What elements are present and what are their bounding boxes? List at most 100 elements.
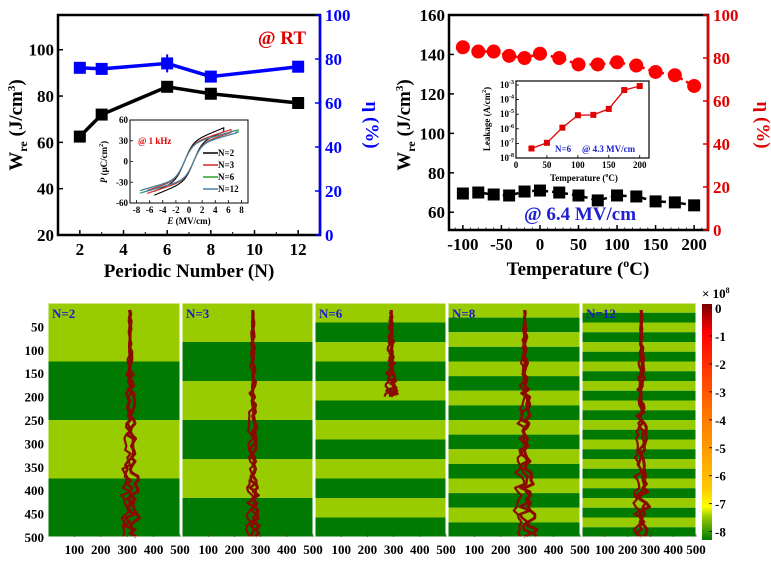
- inset-annotation-n: N=6: [555, 144, 572, 154]
- panel-label: N=8: [452, 306, 476, 321]
- hysteresis-loop-N=12: [141, 129, 237, 194]
- panel-frame: [181, 302, 314, 538]
- layer-light: [582, 342, 696, 352]
- layer-dark: [448, 522, 580, 537]
- data-point-η: [571, 57, 586, 72]
- inset-x-tick-label: 200: [633, 160, 647, 170]
- x-tick-label: 400: [663, 542, 683, 557]
- layer-dark: [582, 507, 696, 518]
- y-tick-label: 120: [420, 85, 446, 104]
- layer-light: [315, 381, 446, 401]
- breakdown-panel-N=8: 100 200 300 400 500 N=8: [447, 302, 590, 557]
- y-tick-label: 200: [25, 390, 45, 405]
- inset-x-tick-label: -6: [146, 205, 154, 215]
- inset-x-title: Temperature (oC): [550, 173, 618, 183]
- y2-tick-label: 0: [325, 226, 334, 245]
- y2-tick-label: 100: [325, 6, 351, 25]
- inset-y-tick-label: 10-5: [500, 109, 514, 119]
- x-tick-label: 0: [536, 235, 545, 254]
- layer-light: [448, 478, 580, 494]
- y-tick-label: 500: [25, 530, 45, 545]
- y-tick-label: 450: [25, 507, 45, 522]
- inset-y-tick-label: 10-8: [500, 153, 514, 163]
- x-tick-label: 150: [643, 235, 669, 254]
- data-point-η: [629, 58, 644, 73]
- layer-dark: [448, 405, 580, 420]
- data-point-η: [73, 61, 86, 74]
- chart-temperature: -100 -50 0 50 100 150 200 60 80 100 120 140 160 0 20 40…: [394, 6, 771, 280]
- y-tick-label: 400: [25, 483, 45, 498]
- colorbar: 0 -1 -2 -3 -4 -5 -6 -7 -8: [702, 301, 726, 540]
- data-point-η: [486, 44, 501, 59]
- x-axis-title: Periodic Number (N): [104, 261, 275, 282]
- y2-tick-label: 80: [713, 49, 730, 68]
- layer-light: [582, 322, 696, 333]
- y2-axis-title: η (%): [361, 101, 382, 148]
- data-point-Wre: [611, 189, 624, 202]
- inset-frame: [515, 80, 650, 159]
- leakage-point: [574, 112, 581, 119]
- inset-y-tick-label: -60: [116, 198, 128, 208]
- colorbar-tick-label: -5: [715, 441, 726, 456]
- inset-y-title: Leakage (A/cm2): [482, 87, 492, 151]
- x-tick-label: 400: [544, 542, 564, 557]
- panel-label: N=12: [586, 306, 616, 321]
- colorbar-tick-label: -7: [715, 497, 726, 512]
- x-tick-label: 8: [207, 240, 216, 259]
- inset-y-tick-label: 10-6: [500, 124, 514, 134]
- data-point-η: [648, 64, 663, 79]
- x-tick-label: 100: [65, 542, 85, 557]
- layer-dark: [582, 449, 696, 459]
- leakage-point: [543, 139, 550, 146]
- x-tick-label: 200: [225, 542, 245, 557]
- inset-y-tick-label: 10-7: [500, 138, 514, 148]
- x-tick-label: 400: [410, 542, 430, 557]
- data-point-η: [471, 44, 486, 59]
- inset-y-tick-label: 10-3: [500, 80, 514, 90]
- data-point-η: [502, 48, 517, 63]
- leakage-point: [605, 105, 612, 112]
- layer-dark: [448, 434, 580, 450]
- data-point-Wre: [161, 80, 174, 93]
- colorbar-multiplier: × 108: [702, 286, 730, 301]
- layer-dark: [48, 478, 180, 537]
- layer-dark: [448, 493, 580, 508]
- x-tick-label: 300: [117, 542, 137, 557]
- x-tick-label: -100: [447, 235, 478, 254]
- x-tick-label: 200: [91, 542, 111, 557]
- layer-light: [315, 342, 446, 362]
- y-tick-label: 100: [29, 41, 55, 60]
- y2-tick-label: 60: [325, 94, 342, 113]
- layer-dark: [448, 317, 580, 333]
- data-point-Wre: [572, 189, 585, 202]
- x-tick-label: 100: [595, 542, 615, 557]
- y2-tick-label: 40: [325, 138, 342, 157]
- leakage-point: [559, 124, 566, 131]
- layer-dark: [315, 439, 446, 459]
- panel-frame: [314, 302, 447, 538]
- x-tick-label: 400: [144, 542, 164, 557]
- panel-frame: [447, 302, 581, 538]
- x-tick-label: 300: [384, 542, 404, 557]
- breakdown-panel-N=6: 100 200 300 400 500 N=6: [314, 302, 456, 557]
- data-point-η: [532, 46, 547, 61]
- x-tick-label: 500: [686, 542, 706, 557]
- layer-dark: [448, 376, 580, 391]
- inset-x-tick-label: 150: [602, 160, 616, 170]
- layer-light: [582, 439, 696, 450]
- y-tick-label: 250: [25, 413, 45, 428]
- panel-label: N=2: [52, 306, 75, 321]
- x-tick-label: 500: [303, 542, 323, 557]
- colorbar-tick-label: -4: [715, 413, 726, 428]
- x-tick-label: -50: [490, 235, 513, 254]
- x-axis-title: Temperature (oC): [507, 256, 650, 280]
- y2-tick-label: 100: [713, 6, 739, 25]
- layer-dark: [315, 322, 446, 342]
- layer-light: [182, 381, 313, 420]
- y-tick-label: 150: [25, 366, 45, 381]
- y2-tick-label: 0: [713, 221, 722, 240]
- x-tick-label: 200: [618, 542, 638, 557]
